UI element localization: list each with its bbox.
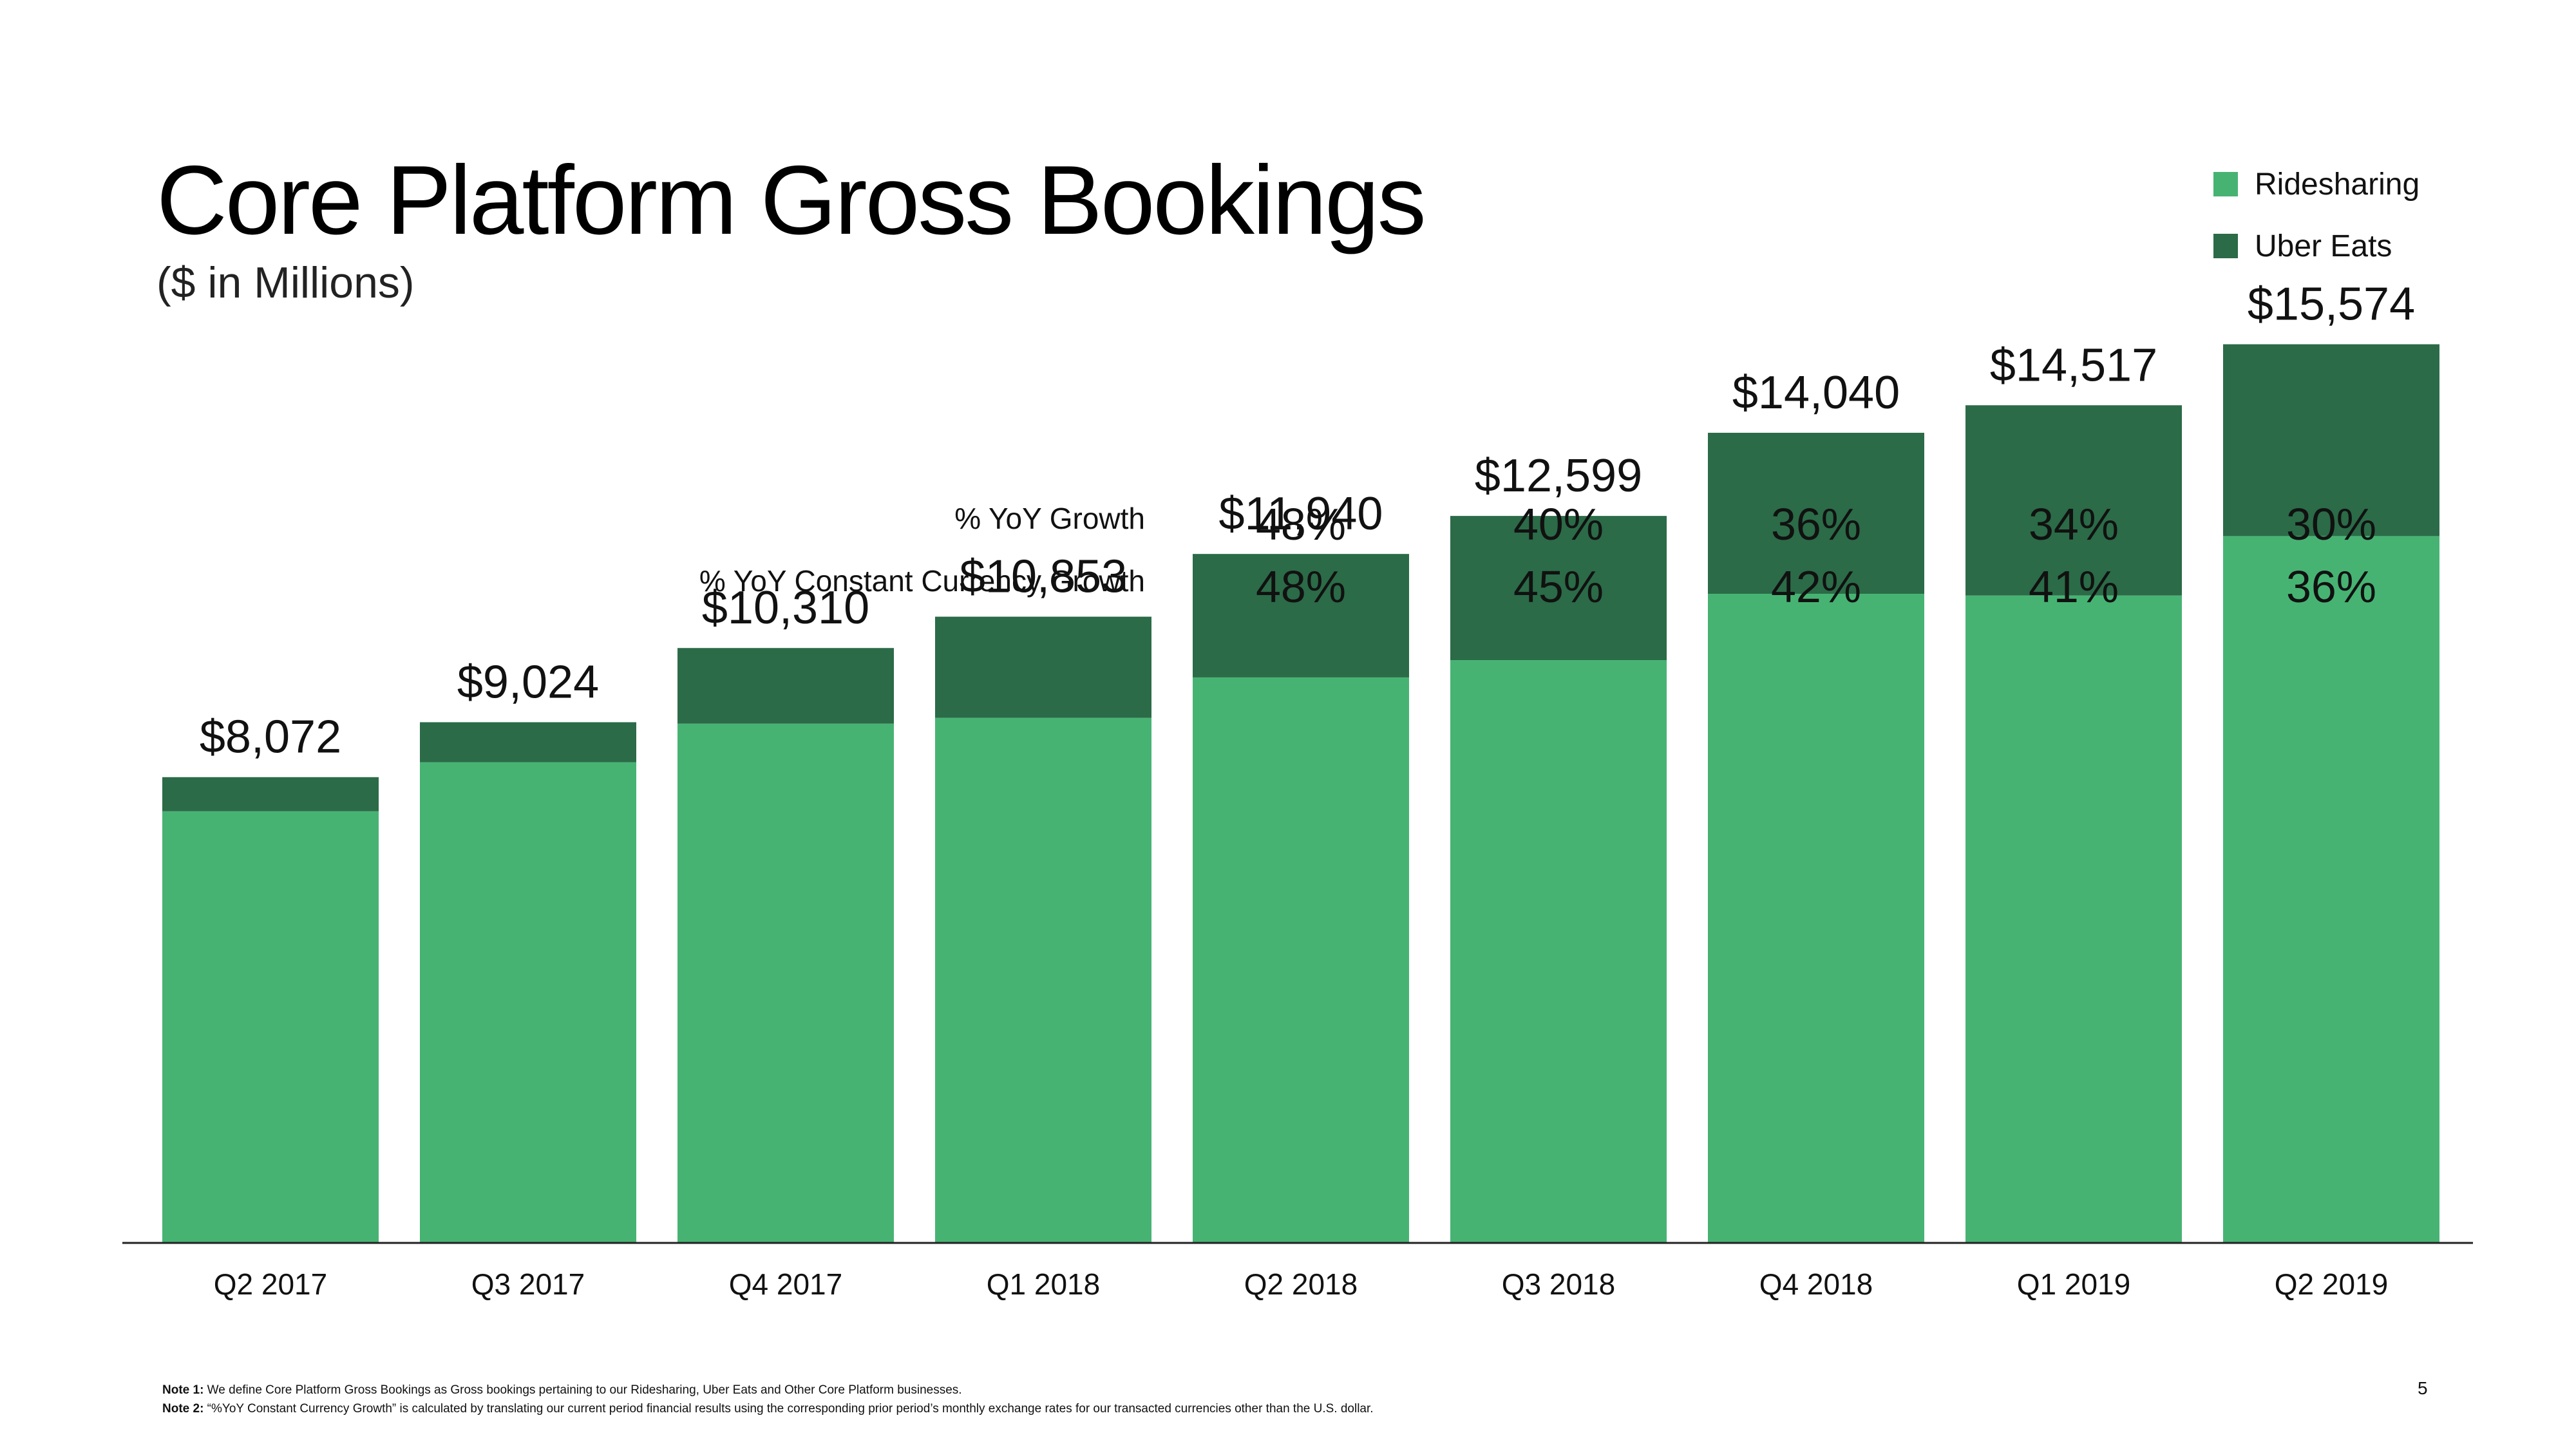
footnote-2-text: “%YoY Constant Currency Growth” is calcu… — [204, 1402, 1374, 1416]
yoy-cc-growth-value: 36% — [2286, 562, 2376, 612]
bar-uber-eats — [1708, 433, 1924, 594]
page-number: 5 — [2418, 1378, 2428, 1398]
bar-ridesharing — [935, 717, 1151, 1243]
bar-uber-eats — [1450, 516, 1667, 661]
bar-ridesharing — [1450, 660, 1667, 1243]
bar-uber-eats — [420, 722, 636, 762]
bar-ridesharing — [1708, 594, 1924, 1243]
footnote-1: Note 1: We define Core Platform Gross Bo… — [162, 1383, 962, 1397]
footnote-2: Note 2: “%YoY Constant Currency Growth” … — [162, 1402, 1374, 1416]
yoy-growth-value: 34% — [2029, 499, 2119, 549]
chart-legend: Ridesharing Uber Eats — [2213, 153, 2420, 277]
x-tick-label: Q3 2017 — [471, 1267, 585, 1301]
legend-swatch-ridesharing — [2213, 172, 2238, 196]
bar-uber-eats — [162, 777, 379, 811]
yoy-growth-value: 48% — [1256, 499, 1346, 549]
legend-item-ridesharing: Ridesharing — [2213, 153, 2420, 215]
bar-total-label: $14,040 — [1732, 367, 1900, 419]
yoy-growth-value: 30% — [2286, 499, 2376, 549]
yoy-cc-growth-row-label: % YoY Constant Currency Growth — [699, 564, 1145, 598]
bar-total-label: $9,024 — [457, 656, 599, 708]
bar-total-label: $14,517 — [1990, 339, 2157, 391]
yoy-growth-row-label: % YoY Growth — [954, 502, 1145, 535]
bar-total-label: $8,072 — [200, 712, 341, 763]
page-subtitle: ($ in Millions) — [156, 258, 415, 307]
x-tick-label: Q4 2018 — [1759, 1267, 1873, 1301]
legend-label-ridesharing: Ridesharing — [2255, 167, 2420, 202]
x-tick-label: Q1 2019 — [2017, 1267, 2130, 1301]
x-tick-label: Q3 2018 — [1502, 1267, 1615, 1301]
bar-uber-eats — [1193, 554, 1409, 677]
yoy-cc-growth-value: 48% — [1256, 562, 1346, 612]
yoy-cc-growth-value: 41% — [2029, 562, 2119, 612]
bar-ridesharing — [1193, 677, 1409, 1243]
bar-total-label: $10,310 — [702, 582, 869, 634]
bar-total-label: $12,599 — [1475, 450, 1642, 502]
bar-ridesharing — [2223, 536, 2439, 1243]
footnote-2-label: Note 2: — [162, 1402, 204, 1416]
bar-uber-eats — [2223, 344, 2439, 536]
yoy-growth-value: 40% — [1513, 499, 1604, 549]
bar-ridesharing — [1965, 595, 2182, 1243]
legend-item-uber-eats: Uber Eats — [2213, 215, 2420, 277]
footnote-1-label: Note 1: — [162, 1383, 204, 1397]
bar-total-label: $10,853 — [960, 551, 1127, 603]
bar-uber-eats — [935, 616, 1151, 718]
legend-swatch-uber-eats — [2213, 234, 2238, 258]
legend-label-uber-eats: Uber Eats — [2255, 229, 2392, 263]
bar-total-label: $11,940 — [1219, 488, 1383, 540]
footnote-1-text: We define Core Platform Gross Bookings a… — [204, 1383, 962, 1397]
x-tick-label: Q2 2018 — [1244, 1267, 1358, 1301]
bar-ridesharing — [677, 723, 894, 1243]
yoy-cc-growth-value: 42% — [1771, 562, 1861, 612]
x-tick-label: Q2 2019 — [2275, 1267, 2388, 1301]
x-tick-label: Q1 2018 — [987, 1267, 1100, 1301]
bar-ridesharing — [162, 811, 379, 1243]
bar-uber-eats — [677, 648, 894, 724]
yoy-cc-growth-value: 45% — [1513, 562, 1604, 612]
yoy-growth-value: 36% — [1771, 499, 1861, 549]
x-tick-label: Q4 2017 — [729, 1267, 842, 1301]
x-tick-label: Q2 2017 — [214, 1267, 327, 1301]
bar-uber-eats — [1965, 405, 2182, 596]
bar-ridesharing — [420, 762, 636, 1243]
page-title: Core Platform Gross Bookings — [156, 146, 1426, 255]
bar-total-label: $15,574 — [2248, 279, 2415, 330]
